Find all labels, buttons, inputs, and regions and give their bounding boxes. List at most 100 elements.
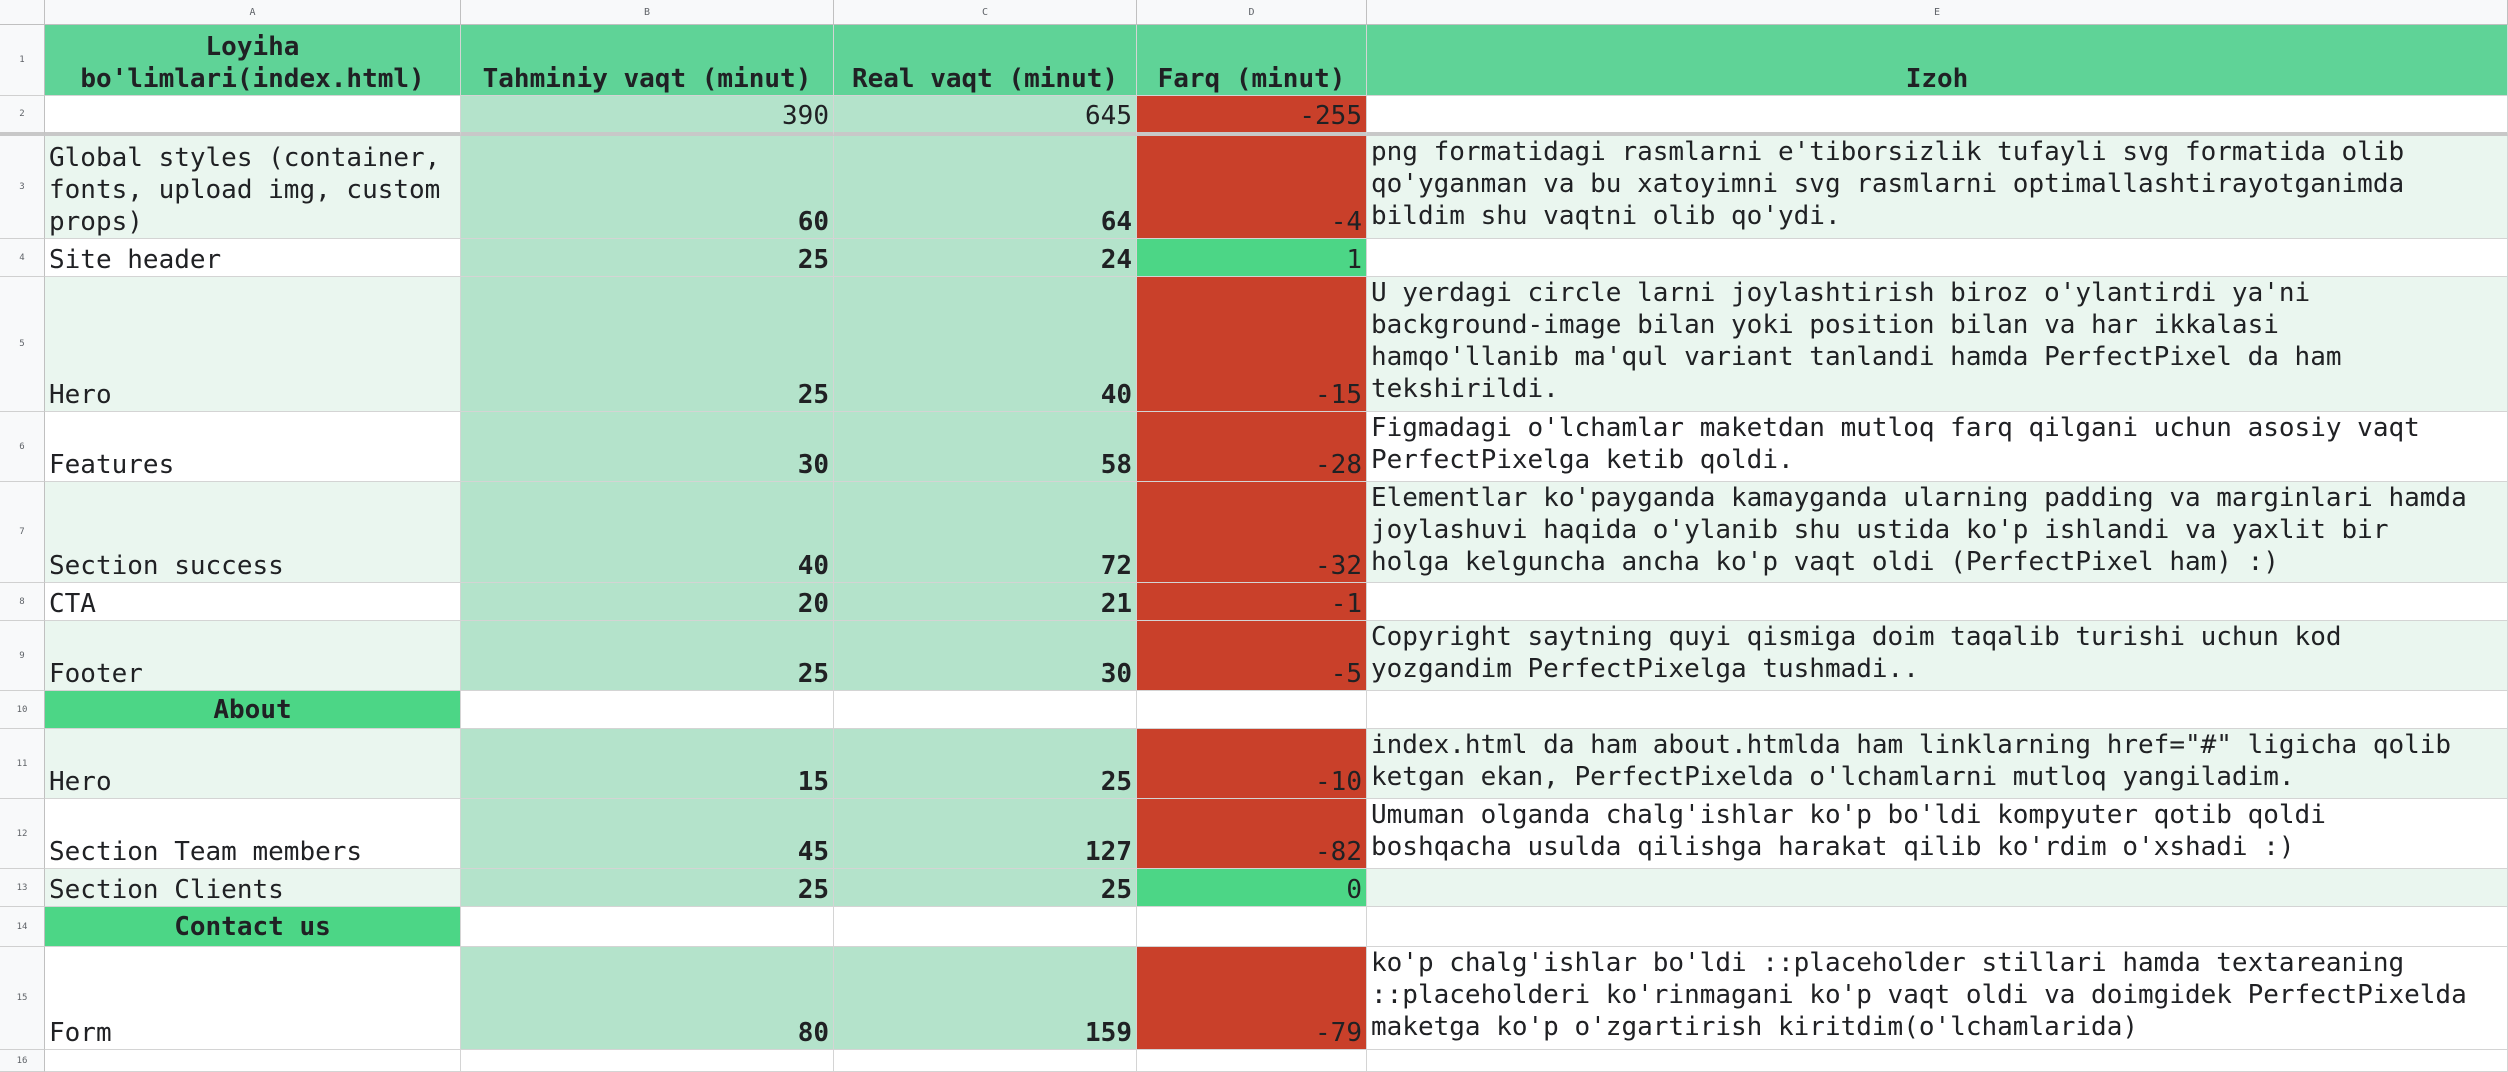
- part-cell[interactable]: Global styles (container, fonts, upload …: [45, 136, 461, 239]
- row-number[interactable]: 10: [0, 691, 45, 729]
- row-number[interactable]: 15: [0, 947, 45, 1050]
- part-cell[interactable]: Section Clients: [45, 869, 461, 907]
- row-number[interactable]: 7: [0, 482, 45, 583]
- note-cell[interactable]: png formatidagi rasmlarni e'tiborsizlik …: [1367, 136, 2508, 239]
- real-cell[interactable]: 25: [834, 729, 1137, 799]
- real-cell[interactable]: 21: [834, 583, 1137, 621]
- part-cell[interactable]: Section Team members: [45, 799, 461, 869]
- diff-cell[interactable]: -28: [1137, 412, 1367, 482]
- estimated-cell[interactable]: 15: [461, 729, 834, 799]
- header-note[interactable]: Izoh: [1367, 25, 2508, 96]
- empty-cell[interactable]: [461, 1050, 834, 1072]
- diff-cell[interactable]: -4: [1137, 136, 1367, 239]
- diff-cell[interactable]: -79: [1137, 947, 1367, 1050]
- diff-cell[interactable]: 1: [1137, 239, 1367, 277]
- column-header-d[interactable]: D: [1137, 0, 1367, 24]
- diff-cell[interactable]: -32: [1137, 482, 1367, 583]
- section-title-contact[interactable]: Contact us: [45, 907, 461, 947]
- column-header-e[interactable]: E: [1367, 0, 2508, 24]
- diff-cell[interactable]: 0: [1137, 869, 1367, 907]
- part-cell[interactable]: Hero: [45, 729, 461, 799]
- estimated-cell[interactable]: 60: [461, 136, 834, 239]
- real-cell[interactable]: 30: [834, 621, 1137, 691]
- estimated-cell[interactable]: 40: [461, 482, 834, 583]
- row-number[interactable]: 5: [0, 277, 45, 412]
- note-cell[interactable]: [1367, 869, 2508, 907]
- row-number[interactable]: 13: [0, 869, 45, 907]
- estimated-cell[interactable]: 30: [461, 412, 834, 482]
- empty-cell[interactable]: [1367, 1050, 2508, 1072]
- real-cell[interactable]: 159: [834, 947, 1137, 1050]
- header-project-parts[interactable]: Loyiha bo'limlari(index.html): [45, 25, 461, 96]
- diff-cell[interactable]: -1: [1137, 583, 1367, 621]
- empty-cell[interactable]: [1137, 691, 1367, 729]
- estimated-cell[interactable]: 25: [461, 277, 834, 412]
- empty-cell[interactable]: [834, 1050, 1137, 1072]
- real-cell[interactable]: 25: [834, 869, 1137, 907]
- real-cell[interactable]: 72: [834, 482, 1137, 583]
- total-real-cell[interactable]: 645: [834, 96, 1137, 136]
- row-number[interactable]: 8: [0, 583, 45, 621]
- part-cell[interactable]: Section success: [45, 482, 461, 583]
- estimated-cell[interactable]: 25: [461, 239, 834, 277]
- estimated-cell[interactable]: 25: [461, 621, 834, 691]
- note-cell[interactable]: Elementlar ko'payganda kamayganda ularni…: [1367, 482, 2508, 583]
- empty-cell[interactable]: [834, 691, 1137, 729]
- part-cell[interactable]: Form: [45, 947, 461, 1050]
- header-difference[interactable]: Farq (minut): [1137, 25, 1367, 96]
- row-number[interactable]: 14: [0, 907, 45, 947]
- estimated-cell[interactable]: 20: [461, 583, 834, 621]
- header-estimated-time[interactable]: Tahminiy vaqt (minut): [461, 25, 834, 96]
- note-cell[interactable]: [1367, 583, 2508, 621]
- empty-cell[interactable]: [1137, 1050, 1367, 1072]
- part-cell[interactable]: Site header: [45, 239, 461, 277]
- column-header-c[interactable]: C: [834, 0, 1137, 24]
- note-cell[interactable]: index.html da ham about.htmlda ham linkl…: [1367, 729, 2508, 799]
- empty-cell[interactable]: [834, 907, 1137, 947]
- real-cell[interactable]: 64: [834, 136, 1137, 239]
- column-header-a[interactable]: A: [45, 0, 461, 24]
- total-estimated-cell[interactable]: 390: [461, 96, 834, 136]
- header-real-time[interactable]: Real vaqt (minut): [834, 25, 1137, 96]
- estimated-cell[interactable]: 80: [461, 947, 834, 1050]
- note-cell[interactable]: Copyright saytning quyi qismiga doim taq…: [1367, 621, 2508, 691]
- note-cell[interactable]: Figmadagi o'lchamlar maketdan mutloq far…: [1367, 412, 2508, 482]
- real-cell[interactable]: 127: [834, 799, 1137, 869]
- note-cell[interactable]: Umuman olganda chalg'ishlar ko'p bo'ldi …: [1367, 799, 2508, 869]
- row-number[interactable]: 16: [0, 1050, 45, 1072]
- part-cell[interactable]: Footer: [45, 621, 461, 691]
- diff-cell[interactable]: -10: [1137, 729, 1367, 799]
- empty-cell[interactable]: [1367, 907, 2508, 947]
- real-cell[interactable]: 24: [834, 239, 1137, 277]
- row-number[interactable]: 12: [0, 799, 45, 869]
- empty-cell[interactable]: [1367, 691, 2508, 729]
- note-cell[interactable]: [1367, 239, 2508, 277]
- total-label-cell[interactable]: [45, 96, 461, 136]
- diff-cell[interactable]: -15: [1137, 277, 1367, 412]
- row-number[interactable]: 11: [0, 729, 45, 799]
- real-cell[interactable]: 40: [834, 277, 1137, 412]
- row-number[interactable]: 4: [0, 239, 45, 277]
- part-cell[interactable]: CTA: [45, 583, 461, 621]
- real-cell[interactable]: 58: [834, 412, 1137, 482]
- estimated-cell[interactable]: 45: [461, 799, 834, 869]
- section-title-about[interactable]: About: [45, 691, 461, 729]
- row-number[interactable]: 9: [0, 621, 45, 691]
- part-cell[interactable]: Hero: [45, 277, 461, 412]
- empty-cell[interactable]: [1137, 907, 1367, 947]
- select-all-corner[interactable]: [0, 0, 45, 24]
- diff-cell[interactable]: -5: [1137, 621, 1367, 691]
- row-number[interactable]: 1: [0, 25, 45, 96]
- empty-cell[interactable]: [461, 907, 834, 947]
- diff-cell[interactable]: -82: [1137, 799, 1367, 869]
- estimated-cell[interactable]: 25: [461, 869, 834, 907]
- column-header-b[interactable]: B: [461, 0, 834, 24]
- total-note-cell[interactable]: [1367, 96, 2508, 136]
- note-cell[interactable]: U yerdagi circle larni joylashtirish bir…: [1367, 277, 2508, 412]
- row-number[interactable]: 3: [0, 136, 45, 239]
- row-number[interactable]: 6: [0, 412, 45, 482]
- total-diff-cell[interactable]: -255: [1137, 96, 1367, 136]
- note-cell[interactable]: ko'p chalg'ishlar bo'ldi ::placeholder s…: [1367, 947, 2508, 1050]
- empty-cell[interactable]: [461, 691, 834, 729]
- empty-cell[interactable]: [45, 1050, 461, 1072]
